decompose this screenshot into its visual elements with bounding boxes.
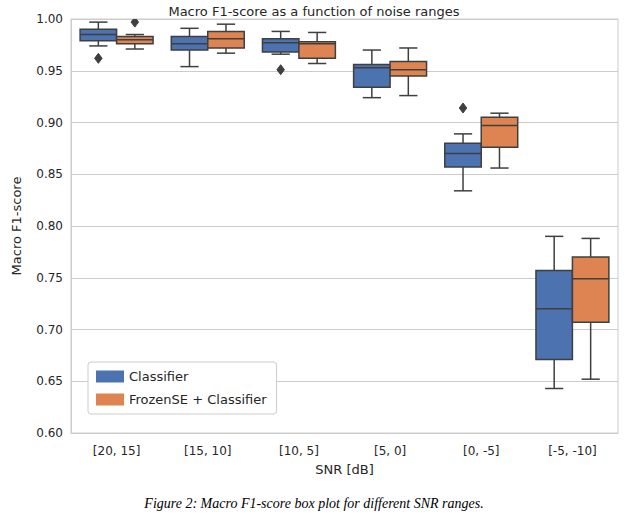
- svg-text:[5, 0]: [5, 0]: [374, 444, 406, 458]
- svg-text:0.90: 0.90: [36, 116, 63, 130]
- svg-text:[0, -5]: [0, -5]: [463, 444, 500, 458]
- svg-text:0.65: 0.65: [36, 374, 63, 388]
- svg-text:Figure 2: Macro F1-score box p: Figure 2: Macro F1-score box plot for di…: [143, 496, 483, 511]
- svg-text:[15, 10]: [15, 10]: [184, 444, 232, 458]
- svg-text:0.75: 0.75: [36, 271, 63, 285]
- svg-text:Classifier: Classifier: [129, 369, 189, 384]
- svg-text:0.70: 0.70: [36, 323, 63, 337]
- svg-text:1.00: 1.00: [36, 12, 63, 26]
- svg-text:0.85: 0.85: [36, 167, 63, 181]
- svg-text:Macro F1-score as a function o: Macro F1-score as a function of noise ra…: [168, 4, 459, 19]
- svg-text:FrozenSE + Classifier: FrozenSE + Classifier: [129, 392, 267, 407]
- svg-text:0.95: 0.95: [36, 64, 63, 78]
- svg-text:[10, 5]: [10, 5]: [279, 444, 319, 458]
- svg-text:[20, 15]: [20, 15]: [93, 444, 141, 458]
- svg-text:[-5, -10]: [-5, -10]: [548, 444, 597, 458]
- svg-text:Macro F1-score: Macro F1-score: [9, 177, 24, 276]
- svg-text:0.60: 0.60: [36, 426, 63, 440]
- svg-text:SNR [dB]: SNR [dB]: [315, 462, 373, 477]
- svg-text:0.80: 0.80: [36, 219, 63, 233]
